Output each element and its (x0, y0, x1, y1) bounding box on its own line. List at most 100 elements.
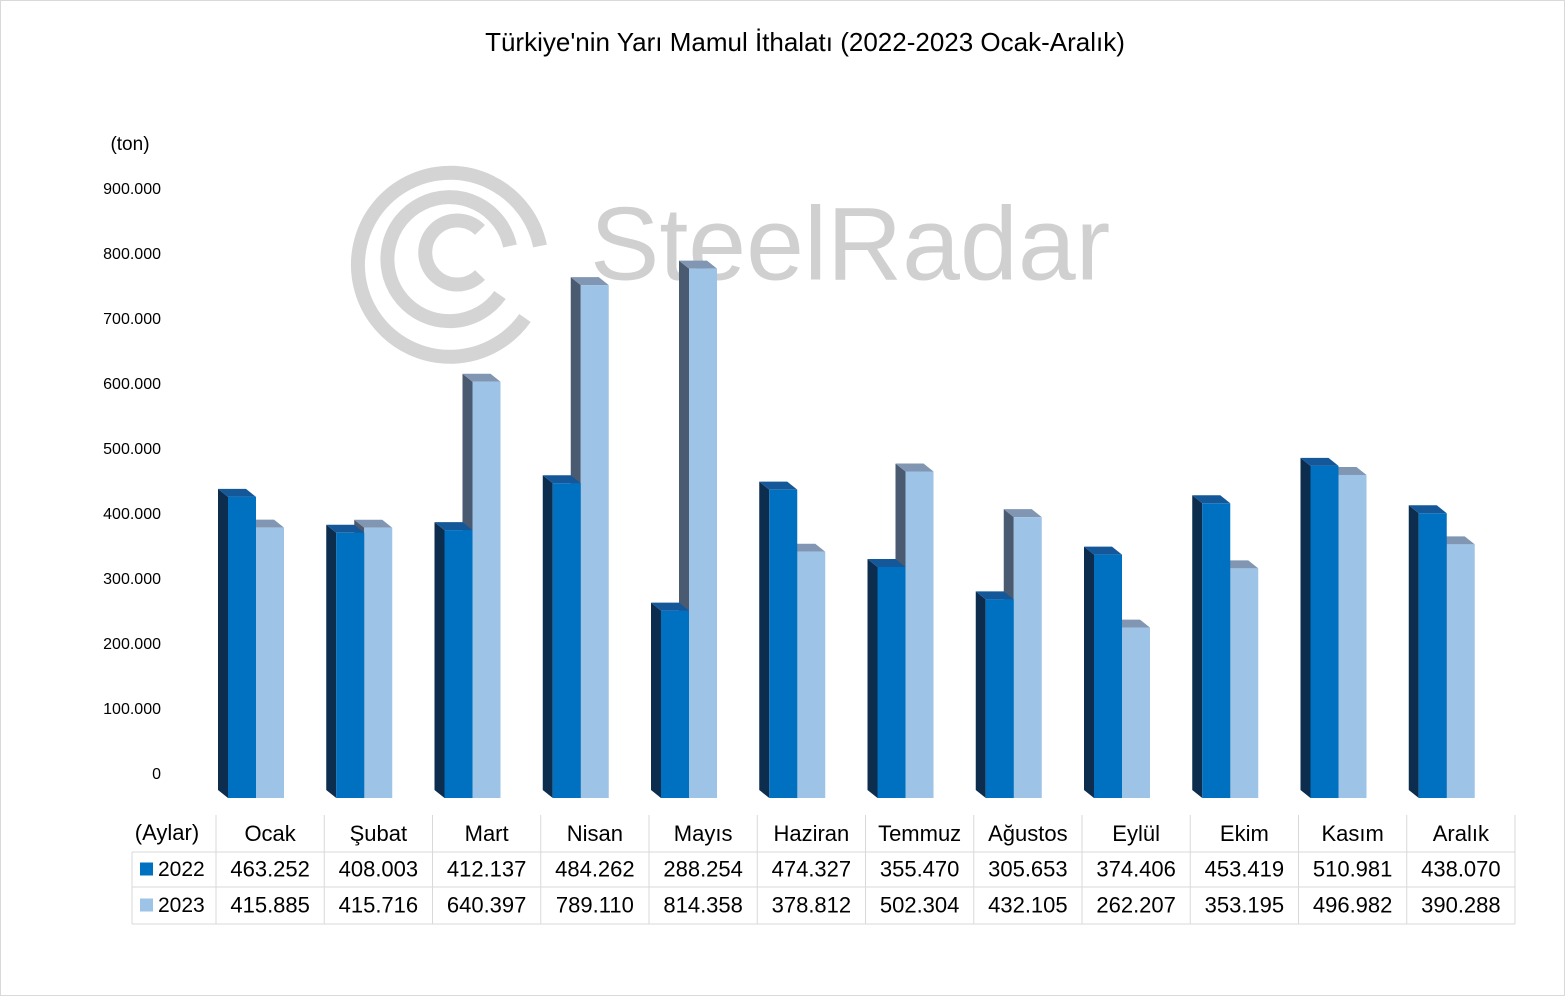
table-value: 415.885 (230, 892, 310, 917)
legend-swatch (140, 862, 153, 876)
table-value: 408.003 (339, 856, 419, 881)
bar-top (679, 260, 717, 269)
table-value: 496.982 (1313, 892, 1393, 917)
bar-top (462, 373, 501, 382)
bar-top (867, 558, 906, 567)
table-value: 288.254 (663, 856, 743, 881)
bar (256, 527, 284, 798)
bar-top (895, 463, 934, 472)
bar (1122, 627, 1150, 798)
bar (689, 268, 717, 798)
bar-side (867, 558, 878, 798)
table-value: 510.981 (1313, 856, 1393, 881)
legend-label: 2022 (158, 858, 205, 881)
bar-top (542, 475, 581, 484)
y-tick-label: 100.000 (103, 701, 161, 718)
x-tick-label: Kasım (1321, 821, 1383, 846)
table-value: 789.110 (556, 892, 634, 917)
bar-side (326, 524, 337, 798)
x-tick-label: Haziran (773, 821, 849, 846)
x-tick-label: Şubat (350, 821, 408, 846)
table-value: 305.653 (988, 856, 1068, 881)
bar-side (975, 591, 986, 798)
bar-top (218, 488, 256, 497)
bar-side (542, 475, 553, 798)
table-value: 453.419 (1205, 856, 1285, 881)
y-tick-label: 800.000 (103, 246, 161, 263)
table-value: 463.252 (230, 856, 310, 881)
table-value: 814.358 (663, 892, 743, 917)
y-tick-label: 700.000 (103, 311, 161, 328)
bar-top (1003, 509, 1042, 518)
bar (444, 530, 473, 798)
x-tick-label: Mart (465, 821, 509, 846)
bar (661, 610, 689, 798)
bar (877, 566, 906, 798)
table-value: 502.304 (880, 892, 960, 917)
bar (580, 285, 609, 798)
bar (1418, 513, 1447, 798)
bar-top (326, 524, 365, 533)
x-tick-label: Ocak (244, 821, 296, 846)
table-value: 355.470 (880, 856, 960, 881)
bar-top (1408, 505, 1447, 514)
bar (364, 527, 393, 798)
x-tick-label: Nisan (567, 821, 623, 846)
watermark: SteelRadar (590, 186, 1110, 302)
bar (552, 483, 581, 798)
y-tick-label: 900.000 (103, 181, 161, 198)
table-value: 415.716 (339, 892, 419, 917)
bar-side (759, 481, 770, 798)
bar (336, 532, 365, 798)
bar (905, 471, 934, 798)
watermark-logo (350, 165, 547, 364)
bar (1202, 503, 1231, 798)
table-value: 640.397 (447, 892, 527, 917)
table-value: 390.288 (1421, 892, 1501, 917)
bar-side (1084, 546, 1094, 798)
bar (1013, 517, 1042, 798)
bar (228, 496, 256, 798)
bar (985, 599, 1014, 798)
bar-side (218, 488, 228, 798)
bar-top (354, 519, 393, 528)
bar (797, 551, 826, 798)
bar-side (1192, 495, 1203, 798)
bar-top (570, 277, 609, 286)
x-tick-label: Aralık (1433, 821, 1490, 846)
chart-title: Türkiye'nin Yarı Mamul İthalatı (2022-20… (485, 27, 1125, 57)
y-tick-label: 0 (152, 766, 161, 783)
table-value: 432.105 (988, 892, 1068, 917)
bar-top (975, 591, 1014, 600)
bar-side (1408, 505, 1419, 798)
bar-top (434, 522, 473, 531)
bar-side (434, 522, 445, 798)
legend-label: 2023 (158, 894, 205, 917)
x-tick-label: Eylül (1112, 821, 1160, 846)
y-tick-label: 200.000 (103, 636, 161, 653)
bar (1338, 474, 1367, 798)
bar (769, 489, 798, 798)
y-tick-label: 600.000 (103, 376, 161, 393)
bar-side (651, 602, 661, 798)
x-tick-label: Mayıs (674, 821, 733, 846)
table-value: 262.207 (1096, 892, 1176, 917)
table-value: 474.327 (772, 856, 852, 881)
table-value: 374.406 (1096, 856, 1176, 881)
bar-top (1192, 495, 1231, 504)
table-value: 484.262 (555, 856, 635, 881)
bar-top (1300, 457, 1339, 466)
y-tick-label: 400.000 (103, 506, 161, 523)
x-tick-label: Ağustos (988, 821, 1068, 846)
bar-top (1084, 546, 1122, 555)
table-value: 353.195 (1205, 892, 1285, 917)
x-tick-label: Temmuz (878, 821, 961, 846)
bar (1446, 544, 1475, 798)
table-value: 378.812 (772, 892, 852, 917)
legend-swatch (140, 898, 153, 912)
table-value: 438.070 (1421, 856, 1501, 881)
bar (1094, 554, 1122, 798)
bar-top (651, 602, 689, 611)
y-tick-label: 500.000 (103, 441, 161, 458)
